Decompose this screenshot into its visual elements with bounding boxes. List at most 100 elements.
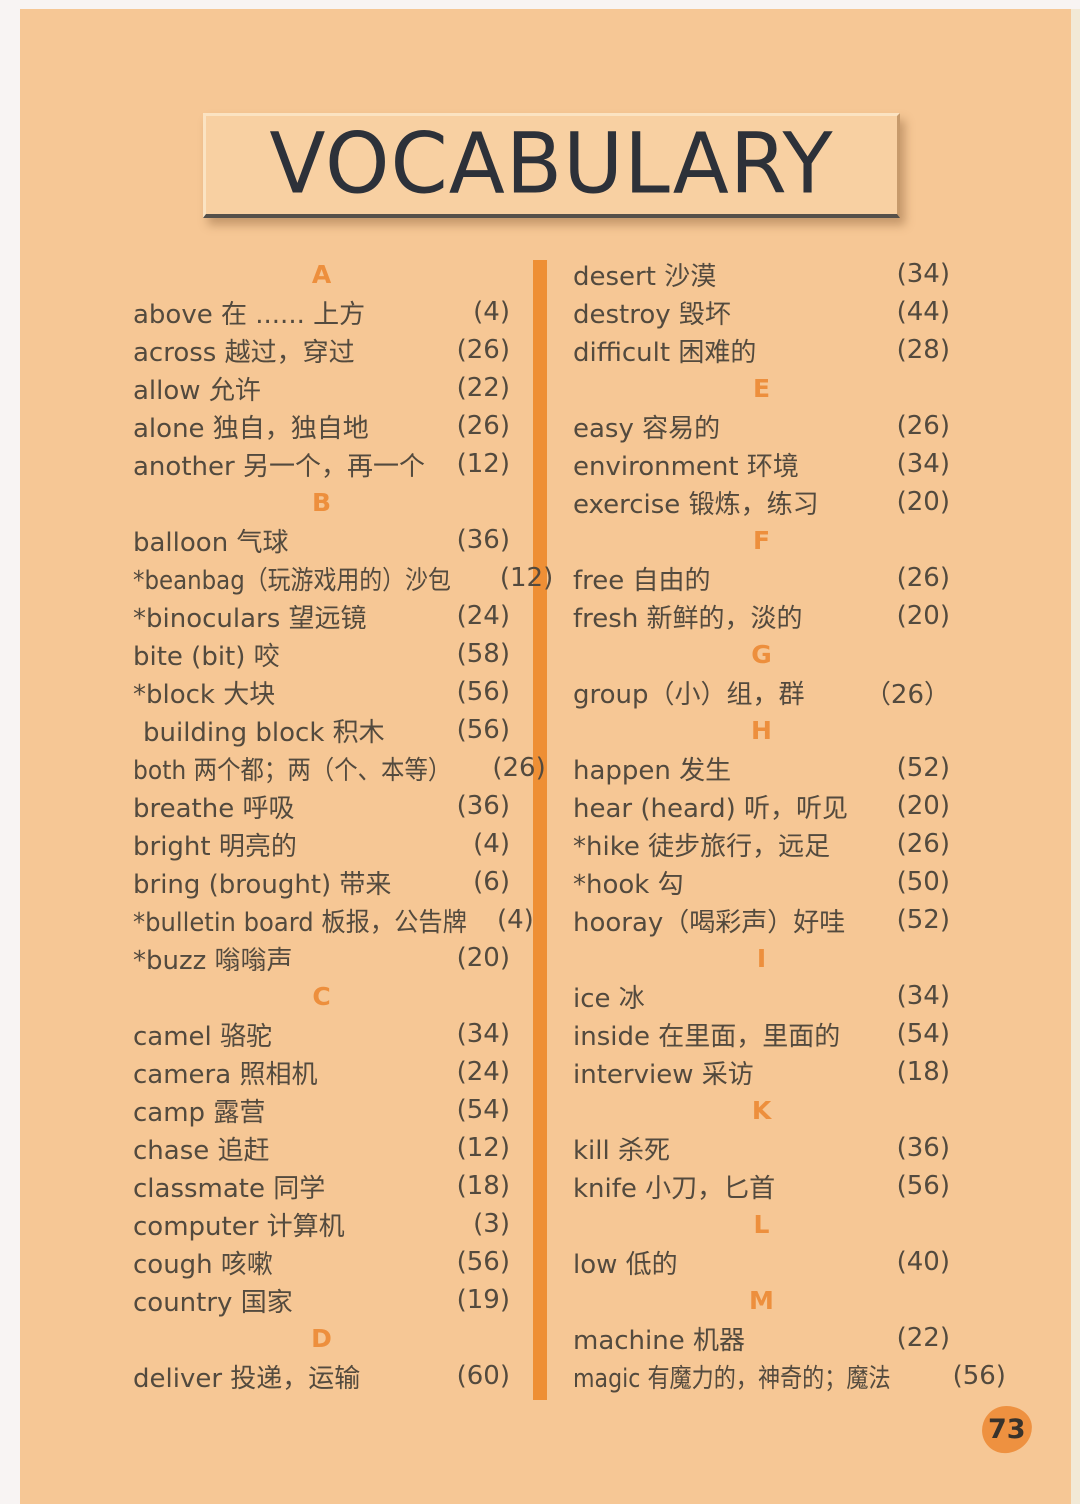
- vocab-entry-page-ref: (50): [896, 867, 950, 897]
- page-edge-top: [0, 0, 1080, 9]
- vocab-entry-row: bring (brought) 带来 (6): [133, 863, 510, 901]
- section-header: B: [133, 483, 510, 521]
- vocab-entry-text: building block 积木: [143, 717, 385, 748]
- vocab-entry-text: ice 冰: [573, 983, 645, 1014]
- section-header: F: [573, 521, 950, 559]
- vocab-entry-text: bring (brought) 带来: [133, 869, 392, 900]
- vocab-entry-text: exercise 锻炼，练习: [573, 489, 819, 520]
- vocab-column-left: A above 在 ...... 上方 (4) across 越过，穿过 (26…: [133, 255, 553, 1395]
- vocab-entry-page-ref: (26): [492, 753, 546, 783]
- vocab-entry-page-ref: (20): [456, 943, 510, 973]
- section-letter: B: [311, 487, 332, 517]
- page-number: 73: [988, 1414, 1026, 1446]
- vocab-entry-page-ref: (52): [896, 753, 950, 783]
- vocab-entry-page-ref: (4): [496, 905, 534, 935]
- vocab-entry-row: country 国家 (19): [133, 1281, 510, 1319]
- vocab-entry-page-ref: (52): [896, 905, 950, 935]
- vocab-entry-text: destroy 毁坏: [573, 299, 731, 330]
- vocab-entry-row: environment 环境 (34): [573, 445, 950, 483]
- section-header: K: [573, 1091, 950, 1129]
- vocab-entry-text: *bulletin board 板报，公告牌: [133, 907, 467, 938]
- vocab-entry-row: cough 咳嗽 (56): [133, 1243, 510, 1281]
- vocab-entry-page-ref: (56): [456, 715, 510, 745]
- vocab-entry-page-ref: (6): [473, 867, 510, 897]
- vocab-entry-text: hear (heard) 听，听见: [573, 793, 849, 824]
- vocab-entry-page-ref: (3): [473, 1209, 510, 1239]
- vocab-entry-text: *beanbag（玩游戏用的）沙包: [133, 565, 451, 596]
- section-header: I: [573, 939, 950, 977]
- vocab-entry-page-ref: (24): [456, 1057, 510, 1087]
- vocab-entry-text: difficult 困难的: [573, 337, 757, 368]
- vocab-entry-row: low 低的 (40): [573, 1243, 950, 1281]
- vocab-entry-text: bite (bit) 咬: [133, 641, 280, 672]
- vocab-entry-page-ref: (22): [896, 1323, 950, 1353]
- section-header: D: [133, 1319, 510, 1357]
- vocab-entry-row: computer 计算机 (3): [133, 1205, 510, 1243]
- vocab-entry-row: difficult 困难的 (28): [573, 331, 950, 369]
- page-number-badge: 73: [980, 1404, 1034, 1455]
- vocab-entry-text: camera 照相机: [133, 1059, 318, 1090]
- vocab-entry-row: breathe 呼吸 (36): [133, 787, 510, 825]
- vocab-entry-row: classmate 同学 (18): [133, 1167, 510, 1205]
- vocab-entry-row: camp 露营 (54): [133, 1091, 510, 1129]
- vocab-entry-text: inside 在里面，里面的: [573, 1021, 841, 1052]
- vocab-entry-page-ref: (20): [896, 601, 950, 631]
- vocab-entry-row: deliver 投递，运输 (60): [133, 1357, 510, 1395]
- vocab-entry-text: *binoculars 望远镜: [133, 603, 367, 634]
- vocab-entry-text: fresh 新鲜的，淡的: [573, 603, 803, 634]
- vocab-entry-page-ref: (26): [896, 829, 950, 859]
- vocab-entry-page-ref: (56): [896, 1171, 950, 1201]
- vocab-entry-page-ref: (20): [896, 487, 950, 517]
- column-divider: [533, 260, 547, 1400]
- vocab-entry-page-ref: (19): [456, 1285, 510, 1315]
- vocab-entry-row: happen 发生 (52): [573, 749, 950, 787]
- vocab-entry-page-ref: (26): [456, 335, 510, 365]
- vocab-entry-text: above 在 ...... 上方: [133, 299, 366, 330]
- vocab-entry-page-ref: (26): [896, 563, 950, 593]
- vocab-entry-text: magic 有魔力的，神奇的；魔法: [573, 1363, 891, 1394]
- vocab-entry-page-ref: (58): [456, 639, 510, 669]
- vocab-entry-page-ref: (34): [896, 449, 950, 479]
- vocab-entry-row: exercise 锻炼，练习 (20): [573, 483, 950, 521]
- section-letter: A: [311, 259, 332, 289]
- section-header: M: [573, 1281, 950, 1319]
- vocab-entry-page-ref: (60): [456, 1361, 510, 1391]
- vocab-entry-text: alone 独自，独自地: [133, 413, 369, 444]
- vocab-entry-text: classmate 同学: [133, 1173, 326, 1204]
- vocab-entry-text: balloon 气球: [133, 527, 289, 558]
- vocab-entry-page-ref: (44): [896, 297, 950, 327]
- vocab-entry-page-ref: (34): [456, 1019, 510, 1049]
- vocab-entry-row: knife 小刀，匕首 (56): [573, 1167, 950, 1205]
- section-header: H: [573, 711, 950, 749]
- vocab-entry-row: *block 大块 (56): [133, 673, 510, 711]
- vocab-entry-page-ref: (34): [896, 981, 950, 1011]
- vocab-entry-row: destroy 毁坏 (44): [573, 293, 950, 331]
- vocab-entry-text: both 两个都；两（个、本等）: [133, 755, 452, 786]
- vocab-entry-page-ref: (54): [896, 1019, 950, 1049]
- vocab-entry-text: *buzz 嗡嗡声: [133, 945, 293, 976]
- vocab-entry-text: easy 容易的: [573, 413, 721, 444]
- vocab-entry-text: kill 杀死: [573, 1135, 670, 1166]
- vocab-entry-row: interview 采访 (18): [573, 1053, 950, 1091]
- section-letter: F: [752, 525, 771, 555]
- vocab-entry-row: *bulletin board 板报，公告牌 (4): [133, 901, 534, 939]
- vocab-entry-row: bright 明亮的 (4): [133, 825, 510, 863]
- vocab-entry-page-ref: (36): [896, 1133, 950, 1163]
- vocab-entry-text: *block 大块: [133, 679, 276, 710]
- vocab-entry-page-ref: (12): [499, 563, 554, 593]
- vocab-entry-text: bright 明亮的: [133, 831, 297, 862]
- vocab-entry-page-ref: (36): [456, 525, 510, 555]
- vocab-entry-row: alone 独自，独自地 (26): [133, 407, 510, 445]
- vocab-entry-page-ref: (40): [896, 1247, 950, 1277]
- vocab-entry-row: *binoculars 望远镜 (24): [133, 597, 510, 635]
- section-letter: C: [312, 981, 331, 1011]
- vocab-entry-page-ref: (54): [456, 1095, 510, 1125]
- vocab-entry-text: chase 追赶: [133, 1135, 270, 1166]
- vocab-entry-page-ref: (18): [896, 1057, 950, 1087]
- vocab-entry-text: free 自由的: [573, 565, 711, 596]
- vocab-entry-page-ref: (20): [896, 791, 950, 821]
- vocab-entry-row: free 自由的 (26): [573, 559, 950, 597]
- vocab-entry-row: camel 骆驼 (34): [133, 1015, 510, 1053]
- vocab-entry-text: camel 骆驼: [133, 1021, 273, 1052]
- vocab-entry-text: hooray（喝彩声）好哇: [573, 907, 846, 938]
